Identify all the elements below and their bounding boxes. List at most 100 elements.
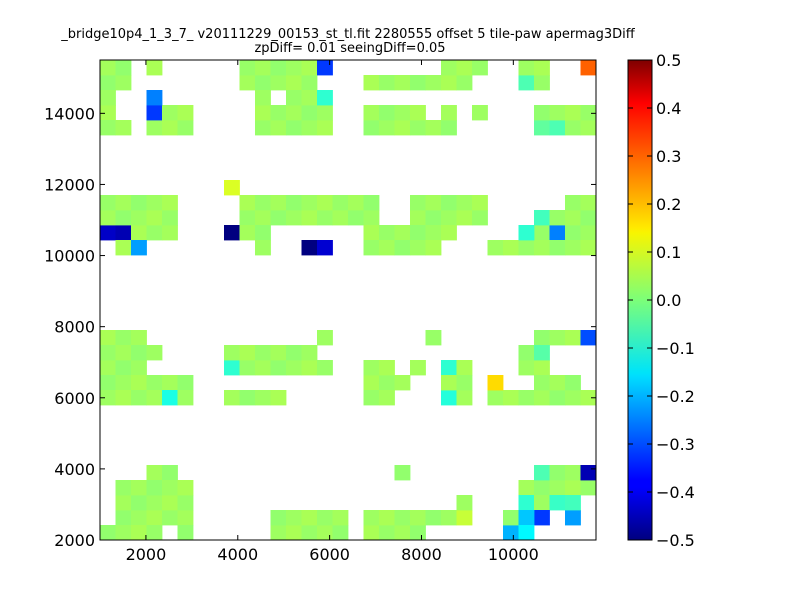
- heatmap-cell: [100, 105, 116, 121]
- heatmap-cell: [363, 225, 380, 241]
- heatmap-cell: [255, 90, 271, 106]
- x-axis: 2000 4000 6000 8000 10000: [126, 60, 539, 564]
- heatmap-cell: [286, 345, 302, 361]
- heatmap-cell: [239, 345, 256, 361]
- heatmap-cell: [518, 345, 535, 361]
- heatmap-cell: [162, 510, 178, 526]
- heatmap-cell: [518, 480, 535, 496]
- heatmap-cell: [379, 105, 395, 121]
- heatmap-cell: [100, 120, 116, 136]
- heatmap-cell: [503, 510, 519, 526]
- heatmap-cell: [565, 465, 581, 481]
- heatmap-cell: [177, 480, 194, 496]
- heatmap-cell: [394, 75, 411, 91]
- heatmap-cell: [162, 495, 178, 511]
- heatmap-cell: [534, 60, 550, 76]
- heatmap-cell: [425, 330, 442, 346]
- heatmap-cell: [394, 510, 411, 526]
- heatmap-cell: [301, 240, 318, 256]
- heatmap-cell: [131, 510, 147, 526]
- heatmap-cell: [270, 360, 287, 376]
- heatmap-cell: [565, 120, 581, 136]
- heatmap-cell: [162, 480, 178, 496]
- heatmap-cell: [580, 480, 596, 496]
- heatmap-cell: [332, 210, 349, 226]
- heatmap-cell: [301, 195, 318, 211]
- heatmap-cell: [162, 375, 178, 391]
- heatmap-cell: [394, 105, 411, 121]
- heatmap-cell: [441, 120, 457, 136]
- heatmap-cell: [487, 375, 504, 391]
- heatmap-cell: [177, 390, 194, 406]
- heatmap-cell: [565, 495, 581, 511]
- heatmap-cell: [301, 360, 318, 376]
- heatmap-cell: [146, 210, 163, 226]
- heatmap-cell: [146, 120, 163, 136]
- heatmap-cell: [224, 225, 240, 241]
- heatmap-cell: [115, 75, 132, 91]
- heatmap-cell: [115, 195, 132, 211]
- heatmap-cell: [425, 195, 442, 211]
- heatmap-cell: [162, 465, 178, 481]
- heatmap-cell: [270, 210, 287, 226]
- heatmap-cell: [115, 375, 132, 391]
- heatmap-cell: [565, 510, 581, 526]
- heatmap-cell: [131, 225, 147, 241]
- heatmap-cell: [286, 360, 302, 376]
- heatmap-cell: [348, 210, 364, 226]
- heatmap-cell: [317, 330, 333, 346]
- heatmap-cell: [425, 225, 442, 241]
- heatmap-cell: [503, 390, 519, 406]
- heatmap-cell: [162, 120, 178, 136]
- heatmap-cell: [363, 120, 380, 136]
- y-tick-label: 4000: [54, 460, 95, 479]
- y-tick-label: 12000: [44, 175, 95, 194]
- heatmap-cell: [534, 330, 550, 346]
- heatmap-cell: [239, 360, 256, 376]
- heatmap-cell: [317, 510, 333, 526]
- heatmap-cell: [580, 210, 596, 226]
- heatmap-cell: [456, 210, 473, 226]
- heatmap-cell: [441, 390, 457, 406]
- y-tick-label: 2000: [54, 531, 95, 550]
- heatmap-cell: [146, 480, 163, 496]
- heatmap-cell: [518, 360, 535, 376]
- heatmap-cell: [580, 390, 596, 406]
- heatmap-cell: [534, 465, 550, 481]
- heatmap-cell: [115, 120, 132, 136]
- chart-subtitle: zpDiff= 0.01 seeingDiff=0.05: [254, 41, 445, 56]
- heatmap-cell: [363, 375, 380, 391]
- heatmap-cell: [146, 465, 163, 481]
- heatmap-cell: [255, 60, 271, 76]
- heatmap-cell: [363, 240, 380, 256]
- heatmap-cell: [301, 75, 318, 91]
- heatmap-cell: [239, 225, 256, 241]
- heatmap-cell: [115, 510, 132, 526]
- heatmap-cell: [580, 330, 596, 346]
- heatmap-cell: [410, 510, 426, 526]
- y-axis: 2000 4000 6000 8000 10000 12000 14000: [44, 104, 596, 550]
- colorbar-tick-label: 0.3: [656, 147, 681, 166]
- heatmap-cell: [410, 225, 426, 241]
- heatmap-cell: [317, 240, 333, 256]
- heatmap-cell: [534, 105, 550, 121]
- heatmap-cell: [115, 345, 132, 361]
- heatmap-cell: [565, 480, 581, 496]
- heatmap-cell: [379, 120, 395, 136]
- heatmap-cell: [317, 120, 333, 136]
- heatmap-cell: [317, 360, 333, 376]
- y-tick-label: 14000: [44, 104, 95, 123]
- heatmap-cell: [286, 195, 302, 211]
- heatmap-cell: [162, 390, 178, 406]
- heatmap-cell: [146, 375, 163, 391]
- heatmap-cell: [441, 225, 457, 241]
- heatmap-cell: [286, 120, 302, 136]
- heatmap-cell: [146, 90, 163, 106]
- heatmap-cell: [534, 240, 550, 256]
- heatmap-cell: [270, 510, 287, 526]
- heatmap-cell: [177, 105, 194, 121]
- heatmap-cell: [255, 390, 271, 406]
- heatmap-cell: [115, 240, 132, 256]
- x-tick-label: 4000: [217, 545, 258, 564]
- heatmap-cell: [224, 180, 240, 196]
